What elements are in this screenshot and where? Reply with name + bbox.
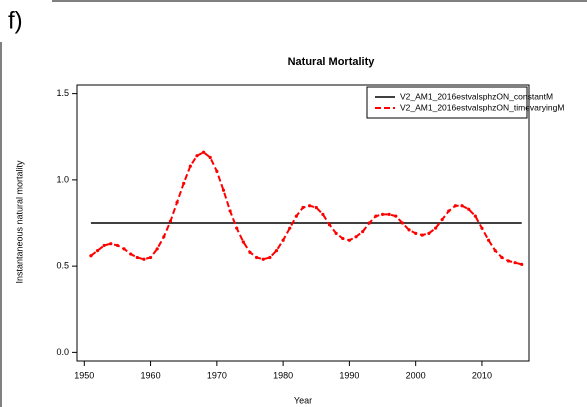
series-point bbox=[129, 252, 133, 256]
legend-label: V2_AM1_2016estvalsphzON_constantM bbox=[400, 91, 553, 101]
series-point bbox=[175, 200, 179, 204]
series-point bbox=[321, 212, 325, 216]
series-point bbox=[162, 235, 166, 239]
series-point bbox=[327, 223, 332, 227]
series-point bbox=[380, 212, 385, 216]
series-point bbox=[420, 233, 424, 237]
series-point bbox=[314, 205, 318, 210]
series-point bbox=[268, 255, 272, 260]
series-point bbox=[453, 204, 458, 208]
series-point bbox=[480, 226, 484, 230]
series-point bbox=[255, 255, 259, 260]
series-point bbox=[102, 243, 106, 248]
series-point bbox=[241, 240, 245, 244]
x-tick-label: 2010 bbox=[472, 370, 492, 380]
series-point bbox=[433, 226, 438, 230]
y-tick-label: 0.5 bbox=[56, 261, 69, 271]
series-point bbox=[361, 230, 365, 234]
series-point bbox=[261, 257, 265, 261]
legend-box bbox=[366, 86, 528, 119]
series-point bbox=[122, 247, 126, 251]
series-point bbox=[473, 214, 477, 218]
series-point bbox=[148, 255, 153, 260]
panel-label: f) bbox=[8, 7, 23, 34]
series-point bbox=[374, 214, 378, 218]
series-point bbox=[513, 261, 517, 265]
x-tick-label: 2000 bbox=[406, 370, 426, 380]
series-point bbox=[95, 249, 100, 253]
series-point bbox=[301, 205, 305, 210]
series-point bbox=[334, 231, 338, 235]
series-point bbox=[89, 254, 93, 258]
series-point bbox=[188, 164, 192, 168]
series-point bbox=[215, 169, 219, 173]
series-point bbox=[394, 214, 398, 218]
y-tick-label: 1.0 bbox=[56, 174, 69, 184]
series-point bbox=[467, 207, 471, 211]
series-point bbox=[168, 219, 173, 223]
series-point bbox=[414, 231, 418, 235]
series-point bbox=[221, 188, 226, 192]
series-point bbox=[201, 150, 206, 154]
series-point bbox=[228, 209, 232, 213]
series-point bbox=[520, 262, 524, 266]
series-point bbox=[308, 204, 312, 208]
y-axis-label: Instantaneous natural mortality bbox=[14, 160, 24, 284]
y-tick-label: 0.0 bbox=[56, 347, 69, 357]
x-tick-label: 1950 bbox=[74, 370, 94, 380]
series-point bbox=[407, 228, 411, 232]
series-point bbox=[248, 250, 252, 254]
series-point bbox=[354, 235, 358, 239]
series-point bbox=[447, 209, 451, 213]
x-tick-label: 1990 bbox=[339, 370, 359, 380]
series-point bbox=[427, 231, 431, 235]
series-point bbox=[195, 154, 199, 158]
series-point bbox=[500, 255, 504, 260]
series-point bbox=[347, 238, 351, 242]
series-point bbox=[135, 255, 139, 260]
x-tick-label: 1970 bbox=[207, 370, 227, 380]
series-point bbox=[400, 221, 405, 225]
series-point bbox=[115, 243, 120, 248]
series-point bbox=[109, 242, 113, 246]
chart-title: Natural Mortality bbox=[288, 56, 376, 68]
x-tick-label: 1960 bbox=[141, 370, 161, 380]
series-point bbox=[294, 214, 298, 218]
series-point bbox=[288, 226, 292, 230]
series-line bbox=[90, 151, 522, 266]
series-point bbox=[367, 221, 371, 225]
series-point bbox=[341, 236, 345, 241]
x-tick-label: 1980 bbox=[273, 370, 293, 380]
series-point bbox=[486, 238, 491, 242]
x-axis-label: Year bbox=[294, 395, 312, 405]
series-point bbox=[460, 204, 464, 208]
series-point bbox=[208, 155, 212, 160]
series-point bbox=[142, 257, 146, 261]
legend-label: V2_AM1_2016estvalsphzON_timevaryingM bbox=[400, 102, 564, 112]
series-point bbox=[387, 212, 391, 216]
series-point bbox=[155, 247, 159, 251]
series-point bbox=[281, 238, 285, 242]
series-point bbox=[274, 249, 279, 253]
series-point bbox=[440, 217, 444, 222]
series-point bbox=[235, 226, 239, 230]
series-point bbox=[182, 181, 186, 185]
series-point bbox=[493, 249, 497, 253]
y-tick-label: 1.5 bbox=[56, 88, 69, 98]
series-point bbox=[506, 259, 511, 263]
plot-frame bbox=[76, 84, 530, 362]
